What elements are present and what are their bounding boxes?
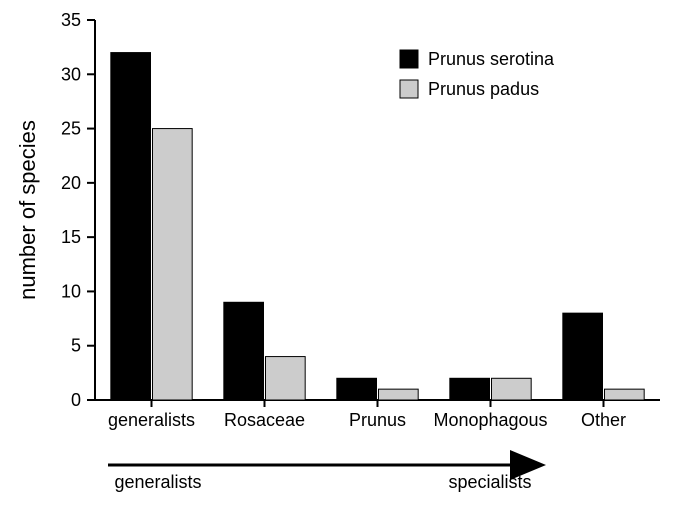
y-tick-label: 35 — [61, 10, 81, 30]
x-category-label: Rosaceae — [224, 410, 305, 430]
annotation-left-label: generalists — [114, 472, 201, 492]
chart-svg: 0 5 10 15 20 25 30 35 number of species generalis… — [0, 0, 681, 519]
bar-prunus-serotina-other — [563, 313, 603, 400]
y-tick-label: 10 — [61, 281, 81, 301]
bar-prunus-padus-rosaceae — [266, 357, 306, 400]
bar-prunus-padus-monophagous — [492, 378, 532, 400]
bar-prunus-serotina-monophagous — [450, 378, 490, 400]
y-tick-label: 20 — [61, 173, 81, 193]
legend-label: Prunus serotina — [428, 49, 555, 69]
x-category-label: Monophagous — [433, 410, 547, 430]
legend-swatch — [400, 80, 418, 98]
y-tick-label: 15 — [61, 227, 81, 247]
bar-prunus-serotina-generalists — [111, 53, 151, 400]
x-category-label: Prunus — [349, 410, 406, 430]
legend-swatch — [400, 50, 418, 68]
legend-label: Prunus padus — [428, 79, 539, 99]
bar-prunus-serotina-rosaceae — [224, 302, 264, 400]
y-tick-label: 25 — [61, 119, 81, 139]
bar-prunus-padus-prunus — [379, 389, 419, 400]
species-bar-chart: 0 5 10 15 20 25 30 35 number of species generalis… — [0, 0, 681, 519]
y-tick-label: 5 — [71, 336, 81, 356]
x-category-label: generalists — [108, 410, 195, 430]
bar-prunus-serotina-prunus — [337, 378, 377, 400]
annotation-right-label: specialists — [448, 472, 531, 492]
y-axis-label: number of species — [15, 120, 40, 300]
x-category-label: Other — [581, 410, 626, 430]
y-tick-label: 30 — [61, 64, 81, 84]
bar-prunus-padus-generalists — [153, 129, 193, 400]
bar-prunus-padus-other — [605, 389, 645, 400]
y-tick-label: 0 — [71, 390, 81, 410]
